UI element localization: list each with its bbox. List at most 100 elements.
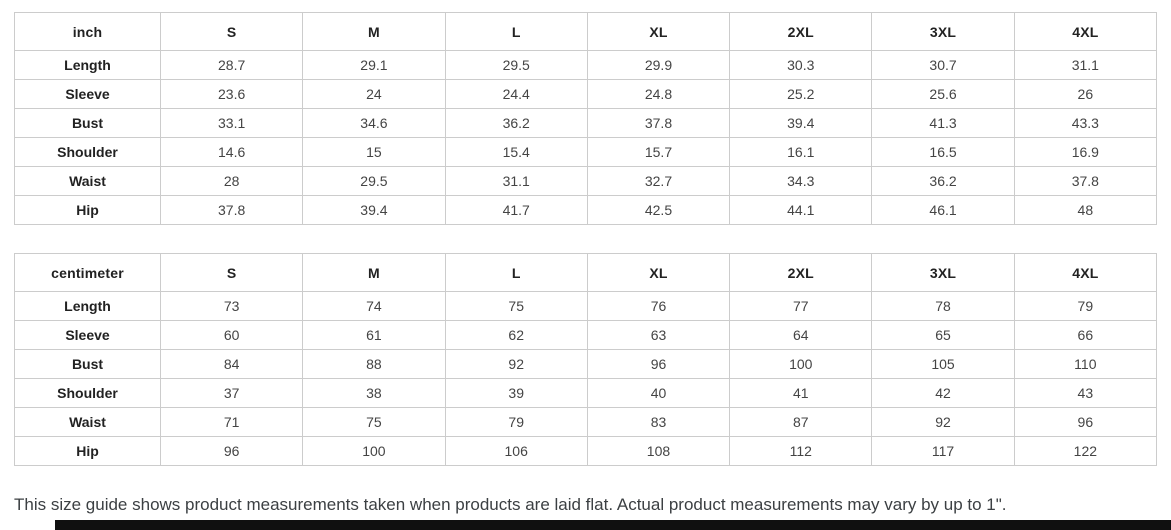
measurement-value-cell: 41.3: [871, 108, 1015, 138]
measurement-value-cell: 66: [1013, 320, 1158, 350]
measurement-value-cell: 105: [871, 349, 1015, 379]
measurement-value-cell: 39.4: [302, 195, 446, 225]
size-header-cell: 2XL: [729, 12, 873, 51]
measurement-value-cell: 28: [159, 166, 304, 196]
measurement-label-cell: Sleeve: [14, 320, 161, 350]
measurement-value-cell: 40: [586, 378, 731, 408]
size-header-cell: S: [159, 12, 304, 51]
measurement-value-cell: 15.7: [586, 137, 731, 167]
measurement-value-cell: 30.3: [729, 50, 873, 80]
measurement-label-cell: Shoulder: [14, 137, 161, 167]
measurement-row: Waist 28 29.5 31.1 32.7 34.3 36.2 37.8: [14, 166, 1158, 196]
measurement-value-cell: 39.4: [729, 108, 873, 138]
measurement-value-cell: 100: [302, 436, 446, 466]
measurement-row: Shoulder 37 38 39 40 41 42 43: [14, 378, 1158, 408]
measurement-value-cell: 44.1: [729, 195, 873, 225]
measurement-value-cell: 24.8: [586, 79, 731, 109]
measurement-row: Hip 96 100 106 108 112 117 122: [14, 436, 1158, 466]
measurement-value-cell: 30.7: [871, 50, 1015, 80]
measurement-value-cell: 108: [586, 436, 731, 466]
measurement-value-cell: 63: [586, 320, 731, 350]
size-header-cell: 4XL: [1013, 253, 1158, 292]
measurement-value-cell: 34.3: [729, 166, 873, 196]
measurement-row: Bust 33.1 34.6 36.2 37.8 39.4 41.3 43.3: [14, 108, 1158, 138]
measurement-value-cell: 122: [1013, 436, 1158, 466]
measurement-value-cell: 60: [159, 320, 304, 350]
measurement-value-cell: 46.1: [871, 195, 1015, 225]
measurement-label-cell: Waist: [14, 166, 161, 196]
measurement-value-cell: 37.8: [159, 195, 304, 225]
measurement-value-cell: 42: [871, 378, 1015, 408]
measurement-value-cell: 76: [586, 291, 731, 321]
measurement-value-cell: 84: [159, 349, 304, 379]
size-table-centimeter: centimeter S M L XL 2XL 3XL 4XL Length 73 74 75 76 77…: [14, 253, 1158, 466]
measurement-value-cell: 14.6: [159, 137, 304, 167]
measurement-value-cell: 41.7: [444, 195, 588, 225]
measurement-value-cell: 79: [1013, 291, 1158, 321]
measurement-value-cell: 28.7: [159, 50, 304, 80]
measurement-label-cell: Length: [14, 50, 161, 80]
size-header-cell: L: [444, 12, 588, 51]
measurement-value-cell: 106: [444, 436, 588, 466]
unit-label-cell: centimeter: [14, 253, 161, 292]
measurement-value-cell: 92: [871, 407, 1015, 437]
measurement-value-cell: 16.9: [1013, 137, 1158, 167]
size-header-cell: 2XL: [729, 253, 873, 292]
measurement-row: Bust 84 88 92 96 100 105 110: [14, 349, 1158, 379]
measurement-value-cell: 29.5: [302, 166, 446, 196]
measurement-value-cell: 79: [444, 407, 588, 437]
measurement-value-cell: 43: [1013, 378, 1158, 408]
measurement-value-cell: 29.9: [586, 50, 731, 80]
measurement-label-cell: Waist: [14, 407, 161, 437]
measurement-row: Hip 37.8 39.4 41.7 42.5 44.1 46.1 48: [14, 195, 1158, 225]
size-header-cell: S: [159, 253, 304, 292]
measurement-value-cell: 24: [302, 79, 446, 109]
measurement-value-cell: 16.5: [871, 137, 1015, 167]
size-header-cell: M: [302, 253, 446, 292]
size-header-cell: XL: [586, 12, 731, 51]
measurement-value-cell: 29.5: [444, 50, 588, 80]
cropped-black-bar: [55, 520, 1171, 530]
measurement-value-cell: 42.5: [586, 195, 731, 225]
measurement-label-cell: Hip: [14, 195, 161, 225]
measurement-row: Length 28.7 29.1 29.5 29.9 30.3 30.7 31.1: [14, 50, 1158, 80]
measurement-value-cell: 96: [159, 436, 304, 466]
measurement-value-cell: 62: [444, 320, 588, 350]
measurement-value-cell: 34.6: [302, 108, 446, 138]
measurement-value-cell: 36.2: [871, 166, 1015, 196]
size-header-cell: 3XL: [871, 12, 1015, 51]
measurement-value-cell: 112: [729, 436, 873, 466]
measurement-label-cell: Bust: [14, 108, 161, 138]
measurement-value-cell: 64: [729, 320, 873, 350]
measurement-value-cell: 32.7: [586, 166, 731, 196]
measurement-value-cell: 33.1: [159, 108, 304, 138]
measurement-row: Shoulder 14.6 15 15.4 15.7 16.1 16.5 16.9: [14, 137, 1158, 167]
measurement-row: Waist 71 75 79 83 87 92 96: [14, 407, 1158, 437]
measurement-value-cell: 78: [871, 291, 1015, 321]
measurement-value-cell: 37.8: [1013, 166, 1158, 196]
measurement-value-cell: 83: [586, 407, 731, 437]
size-header-cell: 4XL: [1013, 12, 1158, 51]
measurement-value-cell: 88: [302, 349, 446, 379]
measurement-label-cell: Sleeve: [14, 79, 161, 109]
measurement-value-cell: 61: [302, 320, 446, 350]
measurement-label-cell: Hip: [14, 436, 161, 466]
measurement-value-cell: 96: [586, 349, 731, 379]
measurement-value-cell: 38: [302, 378, 446, 408]
measurement-value-cell: 117: [871, 436, 1015, 466]
measurement-value-cell: 75: [302, 407, 446, 437]
measurement-value-cell: 41: [729, 378, 873, 408]
size-header-row: inch S M L XL 2XL 3XL 4XL: [14, 12, 1158, 51]
measurement-value-cell: 29.1: [302, 50, 446, 80]
measurement-value-cell: 23.6: [159, 79, 304, 109]
measurement-row: Length 73 74 75 76 77 78 79: [14, 291, 1158, 321]
unit-label-cell: inch: [14, 12, 161, 51]
measurement-value-cell: 16.1: [729, 137, 873, 167]
measurement-value-cell: 37.8: [586, 108, 731, 138]
measurement-row: Sleeve 23.6 24 24.4 24.8 25.2 25.6 26: [14, 79, 1158, 109]
measurement-value-cell: 43.3: [1013, 108, 1158, 138]
measurement-label-cell: Length: [14, 291, 161, 321]
measurement-label-cell: Shoulder: [14, 378, 161, 408]
measurement-value-cell: 65: [871, 320, 1015, 350]
